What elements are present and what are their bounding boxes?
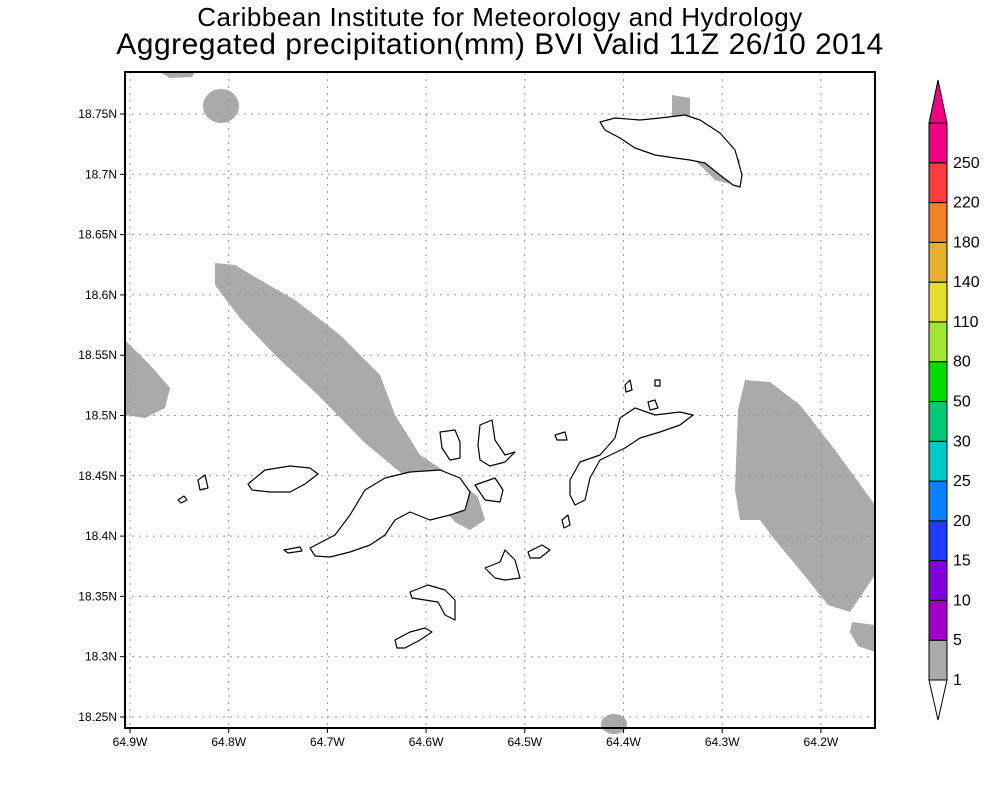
latitude-labels: 18.75N 18.7N 18.65N 18.6N 18.55N 18.5N 18.45N 1… xyxy=(78,107,117,724)
lat-tick-label: 18.45N xyxy=(78,469,117,483)
colorbar-swatch xyxy=(928,599,948,641)
lat-tick-label: 18.25N xyxy=(78,710,117,724)
colorbar-swatch xyxy=(928,480,948,522)
lat-tick-label: 18.3N xyxy=(85,650,117,664)
lat-tick-label: 18.65N xyxy=(78,228,117,242)
lon-tick-label: 64.2W xyxy=(804,735,839,749)
colorbar xyxy=(928,79,948,721)
island-salt xyxy=(554,431,568,441)
colorbar-swatch xyxy=(928,401,948,442)
colorbar-level-label: 20 xyxy=(953,513,971,530)
colorbar-swatch xyxy=(928,162,948,204)
island-tortola xyxy=(309,469,471,558)
colorbar-level-label: 30 xyxy=(953,433,971,450)
colorbar-level-label: 180 xyxy=(953,234,980,251)
lon-tick-label: 64.5W xyxy=(507,735,542,749)
lon-tick-label: 64.4W xyxy=(606,735,641,749)
island-mosquito xyxy=(624,379,633,393)
island-beef xyxy=(474,477,504,503)
colorbar-level-label: 220 xyxy=(953,195,980,212)
grid-lines xyxy=(125,72,875,728)
colorbar-swatch xyxy=(928,560,948,601)
colorbar-high-triangle xyxy=(928,79,948,124)
lat-tick-label: 18.5N xyxy=(85,409,117,423)
colorbar-level-label: 15 xyxy=(953,553,971,570)
lon-tick-label: 64.6W xyxy=(409,735,444,749)
colorbar-level-label: 10 xyxy=(953,592,971,609)
island-guana xyxy=(439,429,461,461)
islands xyxy=(177,114,743,649)
longitude-labels: 64.9W 64.8W 64.7W 64.6W 64.5W 64.4W 64.3W 64.2W xyxy=(113,735,839,749)
island-fallen-jerusalem xyxy=(561,514,571,529)
island-eustatia xyxy=(654,379,661,387)
precip-west xyxy=(125,340,170,418)
island-great-thatch xyxy=(283,546,303,554)
colorbar-level-label: 110 xyxy=(953,314,979,331)
colorbar-swatch xyxy=(928,639,948,681)
colorbar-level-label: 25 xyxy=(953,473,971,490)
lat-tick-label: 18.75N xyxy=(78,107,117,121)
island-norman xyxy=(394,627,433,649)
lat-tick-label: 18.35N xyxy=(78,589,117,603)
colorbar-level-label: 5 xyxy=(953,632,962,649)
lat-tick-label: 18.55N xyxy=(78,348,117,362)
lat-tick-label: 18.7N xyxy=(85,167,117,181)
axis-ticks xyxy=(120,113,822,733)
precip-band-main xyxy=(215,263,485,530)
precip-top-edge xyxy=(160,72,195,78)
colorbar-swatch xyxy=(928,520,948,562)
island-anegada xyxy=(599,114,743,188)
island-jost-van-dyke xyxy=(247,465,319,493)
island-necker xyxy=(647,399,659,411)
lon-tick-label: 64.8W xyxy=(211,735,246,749)
colorbar-swatch xyxy=(928,361,948,403)
island-cooper xyxy=(484,549,521,581)
colorbar-swatch xyxy=(928,241,948,283)
island-peter xyxy=(409,584,456,621)
colorbar-swatch xyxy=(928,122,948,164)
precip-top-left-blob xyxy=(203,89,239,123)
colorbar-swatch xyxy=(928,440,948,482)
island-great-camanoe xyxy=(477,419,516,467)
island-sandy-cay xyxy=(197,474,209,491)
island-little-thatch xyxy=(177,495,188,504)
colorbar-level-label: 1 xyxy=(953,672,962,689)
lat-tick-label: 18.6N xyxy=(85,288,117,302)
lat-tick-label: 18.4N xyxy=(85,529,117,543)
precip-areas xyxy=(125,72,875,734)
island-ginger xyxy=(527,544,551,559)
colorbar-level-label: 140 xyxy=(953,274,980,291)
colorbar-level-label: 250 xyxy=(953,155,980,172)
map-frame xyxy=(124,71,876,729)
lon-tick-label: 64.7W xyxy=(310,735,345,749)
precip-east xyxy=(735,380,875,612)
lon-tick-label: 64.3W xyxy=(705,735,740,749)
island-virgin-gorda xyxy=(569,407,694,506)
colorbar-swatch xyxy=(928,202,948,243)
colorbar-level-label: 80 xyxy=(953,354,971,371)
precip-bottom-right xyxy=(850,622,875,652)
chart-title-line1: Caribbean Institute for Meteorology and … xyxy=(197,2,803,32)
chart-title-line2: Aggregated precipitation(mm) BVI Valid 1… xyxy=(116,28,884,61)
colorbar-swatch xyxy=(928,321,948,363)
colorbar-low-triangle xyxy=(928,679,948,721)
lon-tick-label: 64.9W xyxy=(113,735,148,749)
colorbar-swatch xyxy=(928,281,948,323)
colorbar-level-label: 50 xyxy=(953,394,971,411)
